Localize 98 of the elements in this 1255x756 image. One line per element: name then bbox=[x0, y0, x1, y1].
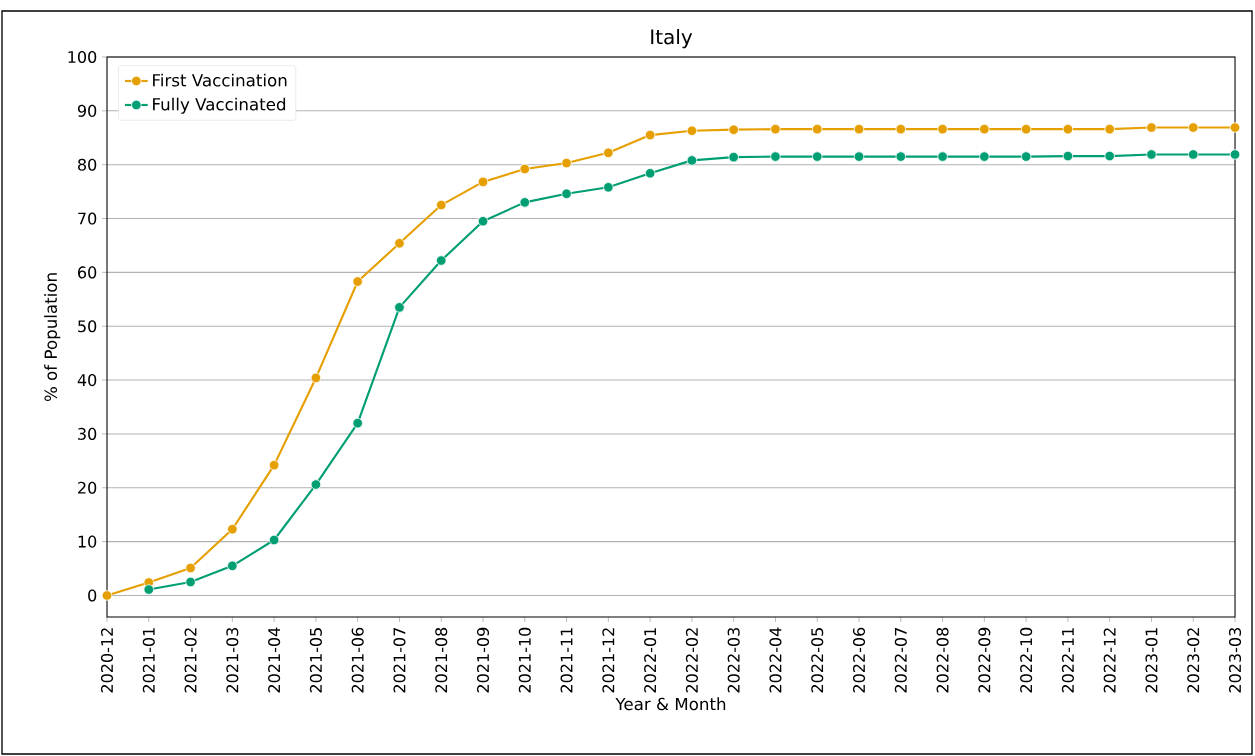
point bbox=[644, 168, 656, 179]
point bbox=[143, 584, 154, 595]
point bbox=[519, 163, 530, 175]
y-axis-title: % of Population bbox=[44, 273, 61, 402]
y-tick-label: 50 bbox=[78, 320, 97, 333]
legend-label: Fully Vaccinated bbox=[153, 97, 286, 114]
point bbox=[1062, 123, 1074, 135]
point bbox=[310, 479, 322, 490]
point bbox=[185, 562, 196, 574]
point bbox=[1188, 122, 1199, 133]
y-tick-label: 60 bbox=[78, 266, 97, 279]
point bbox=[185, 576, 196, 588]
point bbox=[352, 417, 363, 429]
point bbox=[1104, 123, 1115, 135]
point bbox=[979, 151, 990, 162]
legend-label: First Vaccination bbox=[153, 73, 287, 87]
point bbox=[937, 151, 948, 162]
y-tick-label: 0 bbox=[88, 589, 97, 602]
point bbox=[728, 151, 739, 163]
point bbox=[770, 123, 781, 135]
point bbox=[477, 216, 489, 227]
point bbox=[1020, 123, 1032, 135]
x-tick-label: 2021-02 bbox=[184, 628, 197, 693]
y-tick-label: 10 bbox=[78, 535, 97, 548]
point bbox=[394, 238, 405, 249]
point bbox=[1062, 150, 1074, 162]
point bbox=[310, 372, 322, 384]
point bbox=[227, 560, 238, 572]
x-tick-label: 2021-06 bbox=[351, 627, 364, 693]
y-tick-label: 80 bbox=[78, 158, 97, 171]
x-tick-label: 2023-02 bbox=[1187, 628, 1200, 693]
point bbox=[644, 129, 656, 141]
point bbox=[853, 123, 865, 135]
x-tick-label: 2022-11 bbox=[1061, 628, 1074, 693]
x-tick-label: 2022-04 bbox=[769, 627, 782, 693]
x-tick-label: 2021-05 bbox=[309, 628, 322, 693]
x-tick-label: 2022-03 bbox=[727, 628, 740, 693]
point bbox=[895, 123, 906, 135]
x-axis-title: Year & Month bbox=[615, 697, 726, 711]
point bbox=[477, 176, 489, 188]
point bbox=[101, 590, 113, 601]
x-tick-label: 2021-09 bbox=[476, 627, 490, 693]
point bbox=[812, 123, 823, 135]
x-tick-label: 2021-12 bbox=[602, 628, 615, 693]
point bbox=[603, 182, 614, 193]
point bbox=[436, 255, 447, 266]
y-tick-label: 90 bbox=[77, 104, 97, 117]
point bbox=[519, 197, 530, 208]
y-tick-label: 70 bbox=[78, 212, 97, 225]
x-tick-label: 2022-05 bbox=[811, 628, 824, 693]
point bbox=[1229, 122, 1241, 133]
point bbox=[603, 147, 614, 159]
point bbox=[561, 157, 572, 169]
point bbox=[268, 459, 280, 471]
point bbox=[686, 125, 698, 136]
x-tick-label: 2022-09 bbox=[978, 627, 991, 693]
point bbox=[728, 124, 739, 135]
x-tick-label: 2022-02 bbox=[685, 628, 698, 693]
y-tick-label: 30 bbox=[78, 427, 97, 440]
point bbox=[227, 524, 238, 535]
point bbox=[394, 302, 405, 313]
point bbox=[1146, 149, 1157, 160]
point bbox=[268, 534, 280, 546]
x-tick-label: 2022-08 bbox=[936, 627, 949, 693]
point bbox=[895, 151, 906, 162]
x-tick-label: 2021-08 bbox=[435, 627, 448, 693]
point bbox=[1146, 122, 1157, 133]
y-tick-label: 100 bbox=[68, 50, 97, 64]
point bbox=[1229, 149, 1241, 160]
point bbox=[979, 123, 990, 135]
point bbox=[853, 151, 865, 162]
y-tick-label: 40 bbox=[77, 374, 97, 387]
y-tick-label: 20 bbox=[78, 481, 97, 494]
x-tick-label: 2021-03 bbox=[226, 628, 239, 693]
x-tick-label: 2021-11 bbox=[560, 628, 573, 693]
chart-title: Italy bbox=[651, 28, 693, 49]
point bbox=[561, 188, 572, 199]
x-tick-label: 2022-07 bbox=[894, 628, 907, 693]
x-tick-label: 2020-12 bbox=[100, 628, 114, 693]
x-tick-label: 2021-07 bbox=[393, 628, 406, 693]
point bbox=[812, 151, 823, 162]
point bbox=[352, 276, 363, 287]
point bbox=[1020, 151, 1032, 162]
x-tick-label: 2022-01 bbox=[644, 628, 657, 693]
x-tick-label: 2023-01 bbox=[1145, 628, 1158, 693]
point bbox=[937, 123, 948, 135]
x-tick-label: 2022-06 bbox=[852, 627, 866, 693]
point bbox=[436, 199, 447, 211]
x-tick-label: 2023-03 bbox=[1228, 628, 1242, 693]
x-tick-label: 2021-01 bbox=[142, 628, 155, 693]
x-tick-label: 2021-10 bbox=[518, 627, 531, 693]
point bbox=[1188, 149, 1199, 160]
x-tick-label: 2021-04 bbox=[268, 627, 281, 693]
point bbox=[770, 151, 781, 162]
point bbox=[1104, 150, 1115, 162]
point bbox=[686, 155, 698, 166]
x-tick-label: 2022-10 bbox=[1020, 627, 1033, 693]
x-tick-label: 2022-12 bbox=[1103, 628, 1116, 693]
